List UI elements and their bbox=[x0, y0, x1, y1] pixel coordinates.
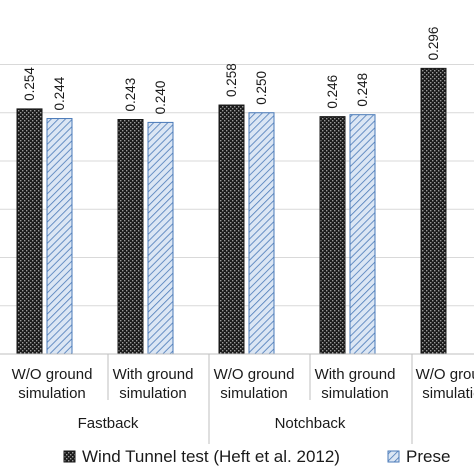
data-label: 0.258 bbox=[224, 63, 239, 97]
category-label: With ground bbox=[113, 366, 194, 383]
category-label: simulation bbox=[321, 385, 389, 402]
category-label: W/O ground bbox=[416, 366, 474, 383]
bar bbox=[16, 108, 43, 355]
category-label: simulation bbox=[119, 385, 187, 402]
bar bbox=[117, 119, 144, 355]
data-label: 0.244 bbox=[52, 76, 67, 110]
group-label: Notchback bbox=[275, 415, 346, 432]
data-label: 0.240 bbox=[153, 81, 168, 115]
bar bbox=[349, 114, 376, 355]
legend-swatch bbox=[63, 450, 76, 463]
category-label: With ground bbox=[315, 366, 396, 383]
category-label: simulation bbox=[18, 385, 86, 402]
data-label: 0.246 bbox=[325, 75, 340, 109]
group-label: Fastback bbox=[78, 415, 139, 432]
category-label: W/O ground bbox=[12, 366, 93, 383]
category-label: simulation bbox=[422, 385, 474, 402]
data-label: 0.243 bbox=[123, 78, 138, 112]
bar bbox=[147, 121, 174, 355]
category-label: simulation bbox=[220, 385, 288, 402]
bars bbox=[16, 67, 447, 355]
bar bbox=[420, 67, 447, 355]
legend-label: Prese bbox=[406, 447, 450, 466]
bar bbox=[319, 116, 346, 355]
bar bbox=[248, 112, 275, 355]
legend: Wind Tunnel test (Heft et al. 2012) Prese bbox=[63, 447, 450, 466]
data-label: 0.250 bbox=[254, 71, 269, 105]
bar bbox=[46, 118, 73, 355]
category-label: W/O ground bbox=[214, 366, 295, 383]
legend-label: Wind Tunnel test (Heft et al. 2012) bbox=[82, 447, 340, 466]
data-label: 0.254 bbox=[22, 67, 37, 101]
bar bbox=[218, 104, 245, 355]
value-labels: 0.254 0.243 0.258 0.246 0.296 0.244 0.240 0.250… bbox=[22, 27, 441, 115]
legend-swatch bbox=[387, 450, 400, 463]
data-label: 0.296 bbox=[426, 27, 441, 61]
x-axis: W/O ground simulation With ground simulatio… bbox=[0, 353, 474, 444]
data-label: 0.248 bbox=[355, 73, 370, 107]
